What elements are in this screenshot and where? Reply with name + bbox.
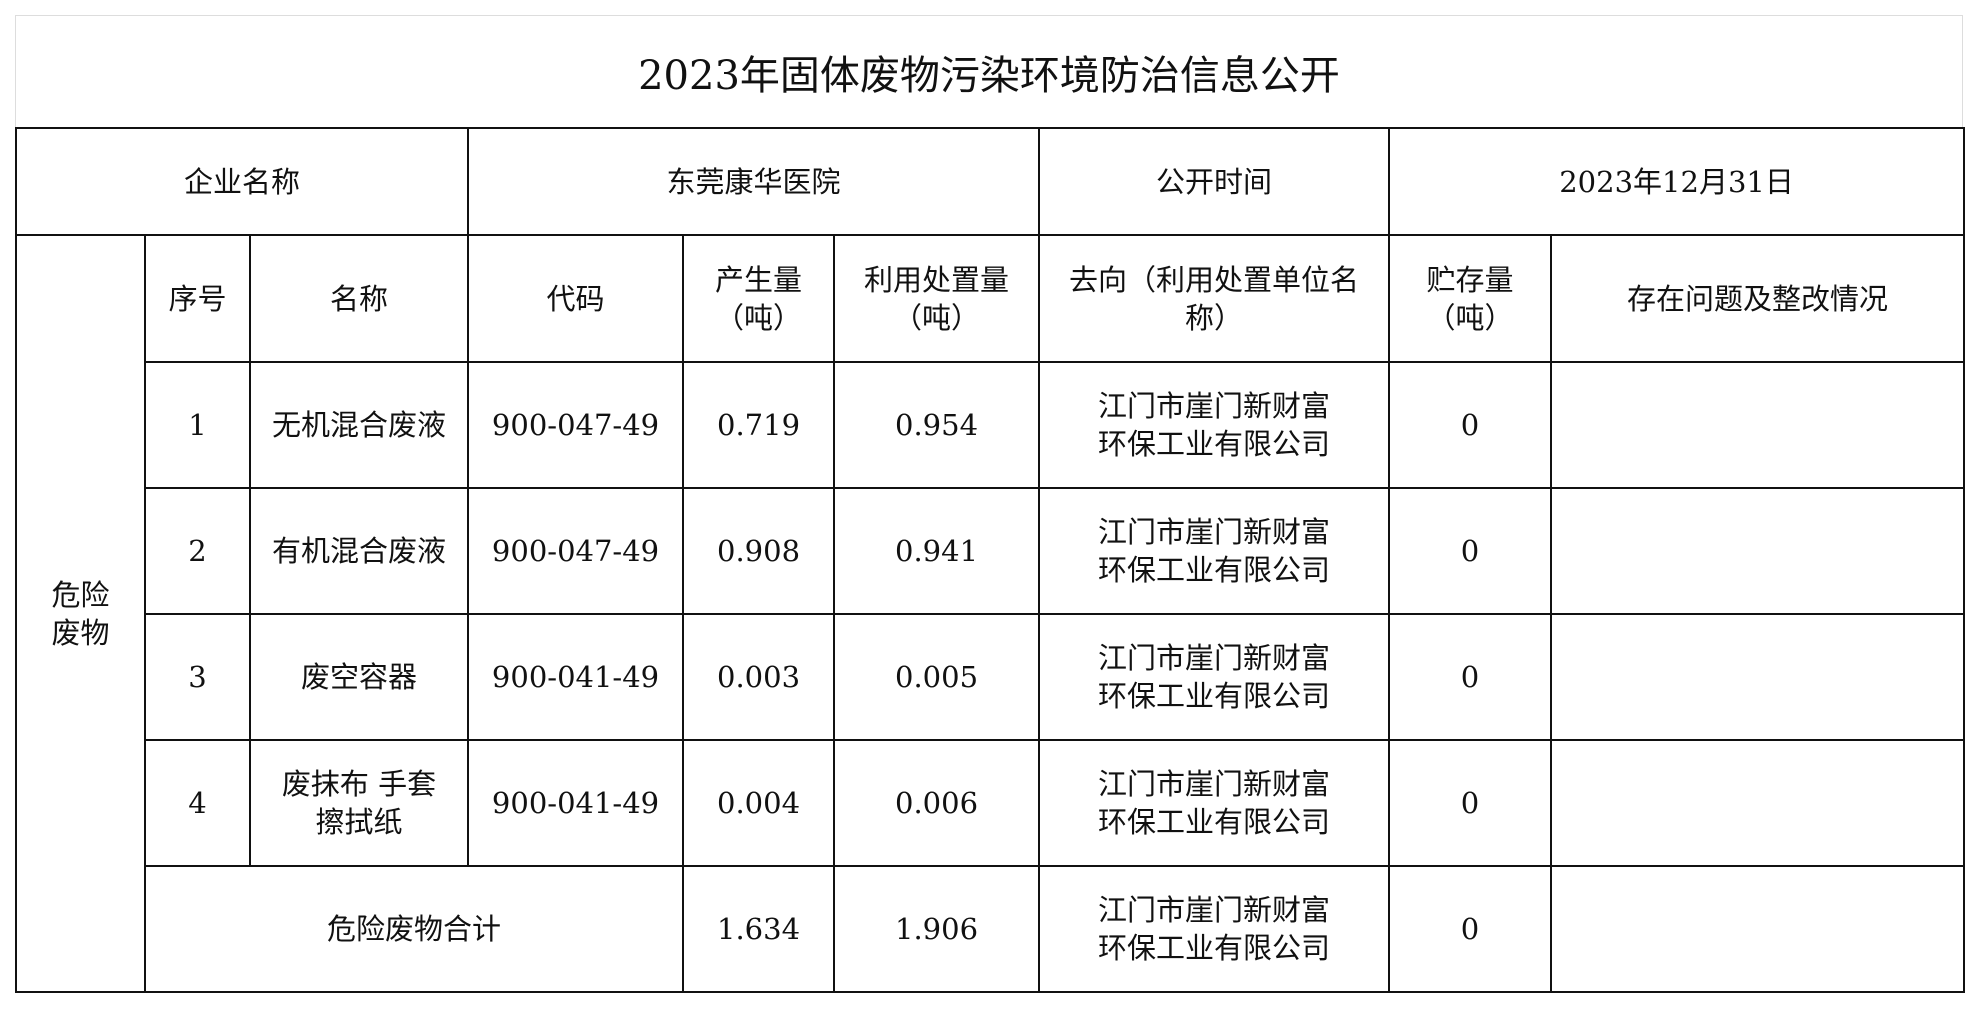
cell-stored: 0	[1388, 613, 1553, 741]
cell-produced: 0.719	[682, 361, 836, 489]
col-destination: 去向（利用处置单位名称）	[1038, 234, 1391, 363]
destination-text: 江门市崖门新财富环保工业有限公司	[1098, 389, 1331, 461]
cell-destination: 江门市崖门新财富环保工业有限公司	[1038, 487, 1391, 615]
cell-seq: 1	[144, 361, 251, 489]
cell-name: 无机混合废液	[248, 361, 470, 489]
cell-seq: 2	[144, 487, 251, 615]
page-title: 2023年固体废物污染环境防治信息公开	[15, 15, 1963, 127]
cell-name: 有机混合废液	[248, 487, 470, 615]
cell-issues	[1550, 613, 1966, 741]
col-disposed: 利用处置量（吨）	[833, 234, 1041, 363]
cell-issues	[1550, 361, 1966, 489]
company-value: 东莞康华医院	[467, 127, 1041, 236]
total-row: 危险废物合计 1.634 1.906 江门市崖门新财富环保工业有限公司 0	[16, 865, 1966, 993]
cell-disposed: 0.954	[833, 361, 1041, 489]
table-row: 2 有机混合废液 900-047-49 0.908 0.941 江门市崖门新财富…	[16, 487, 1966, 615]
col-destination-label: 去向（利用处置单位名称）	[1069, 262, 1360, 335]
time-label: 公开时间	[1038, 127, 1391, 236]
cell-code: 900-047-49	[467, 361, 685, 489]
col-disposed-label: 利用处置量（吨）	[864, 262, 1010, 335]
cell-stored: 0	[1388, 739, 1553, 867]
cell-produced: 0.003	[682, 613, 836, 741]
col-produced: 产生量（吨）	[682, 234, 836, 363]
cell-seq: 4	[144, 739, 251, 867]
cell-seq: 3	[144, 613, 251, 741]
cell-name: 废空容器	[248, 613, 470, 741]
destination-text: 江门市崖门新财富环保工业有限公司	[1098, 641, 1331, 713]
cell-disposed: 0.006	[833, 739, 1041, 867]
column-header-row: 危险废物 序号 名称 代码 产生量（吨） 利用处置量（吨） 去向（利用处置单位名…	[15, 234, 1966, 993]
col-produced-label: 产生量（吨）	[715, 262, 803, 335]
cell-name: 废抹布 手套擦拭纸	[248, 739, 470, 867]
cell-produced: 0.908	[682, 487, 836, 615]
cell-disposed: 0.005	[833, 613, 1041, 741]
cell-code: 900-047-49	[467, 487, 685, 615]
total-stored: 0	[1388, 865, 1553, 993]
total-produced: 1.634	[682, 865, 836, 993]
cell-code: 900-041-49	[467, 613, 685, 741]
total-destination: 江门市崖门新财富环保工业有限公司	[1038, 865, 1391, 993]
destination-text: 江门市崖门新财富环保工业有限公司	[1098, 515, 1331, 587]
col-stored-label: 贮存量（吨）	[1426, 262, 1514, 335]
table-row: 4 废抹布 手套擦拭纸 900-041-49 0.004 0.006 江门市崖门…	[16, 739, 1966, 867]
total-label: 危险废物合计	[143, 865, 685, 993]
col-stored: 贮存量（吨）	[1388, 234, 1553, 363]
time-value: 2023年12月31日	[1388, 127, 1966, 236]
col-seq: 序号	[144, 234, 251, 363]
table-row: 3 废空容器 900-041-49 0.003 0.005 江门市崖门新财富环保…	[16, 613, 1966, 741]
col-issues: 存在问题及整改情况	[1550, 234, 1966, 363]
cell-destination: 江门市崖门新财富环保工业有限公司	[1038, 613, 1391, 741]
category-cell: 危险废物	[15, 234, 146, 993]
col-name: 名称	[248, 234, 470, 363]
destination-text: 江门市崖门新财富环保工业有限公司	[1098, 893, 1331, 965]
table-row: 1 无机混合废液 900-047-49 0.719 0.954 江门市崖门新财富…	[16, 361, 1966, 489]
cell-issues	[1550, 487, 1966, 615]
waste-table: 企业名称 东莞康华医院 公开时间 2023年12月31日 危险废物 序号 名称 …	[14, 127, 1966, 993]
header-row: 企业名称 东莞康华医院 公开时间 2023年12月31日	[14, 127, 1966, 236]
cell-stored: 0	[1388, 361, 1553, 489]
cell-issues	[1550, 739, 1966, 867]
cell-destination: 江门市崖门新财富环保工业有限公司	[1038, 361, 1391, 489]
cell-stored: 0	[1388, 487, 1553, 615]
destination-text: 江门市崖门新财富环保工业有限公司	[1098, 767, 1331, 839]
cell-produced: 0.004	[682, 739, 836, 867]
company-label: 企业名称	[14, 127, 470, 236]
name-text: 废抹布 手套擦拭纸	[281, 767, 437, 839]
cell-code: 900-041-49	[467, 739, 685, 867]
col-code: 代码	[467, 234, 685, 363]
total-issues	[1550, 865, 1966, 993]
total-disposed: 1.906	[833, 865, 1041, 993]
category-label: 危险废物	[51, 577, 110, 650]
cell-disposed: 0.941	[833, 487, 1041, 615]
cell-destination: 江门市崖门新财富环保工业有限公司	[1038, 739, 1391, 867]
